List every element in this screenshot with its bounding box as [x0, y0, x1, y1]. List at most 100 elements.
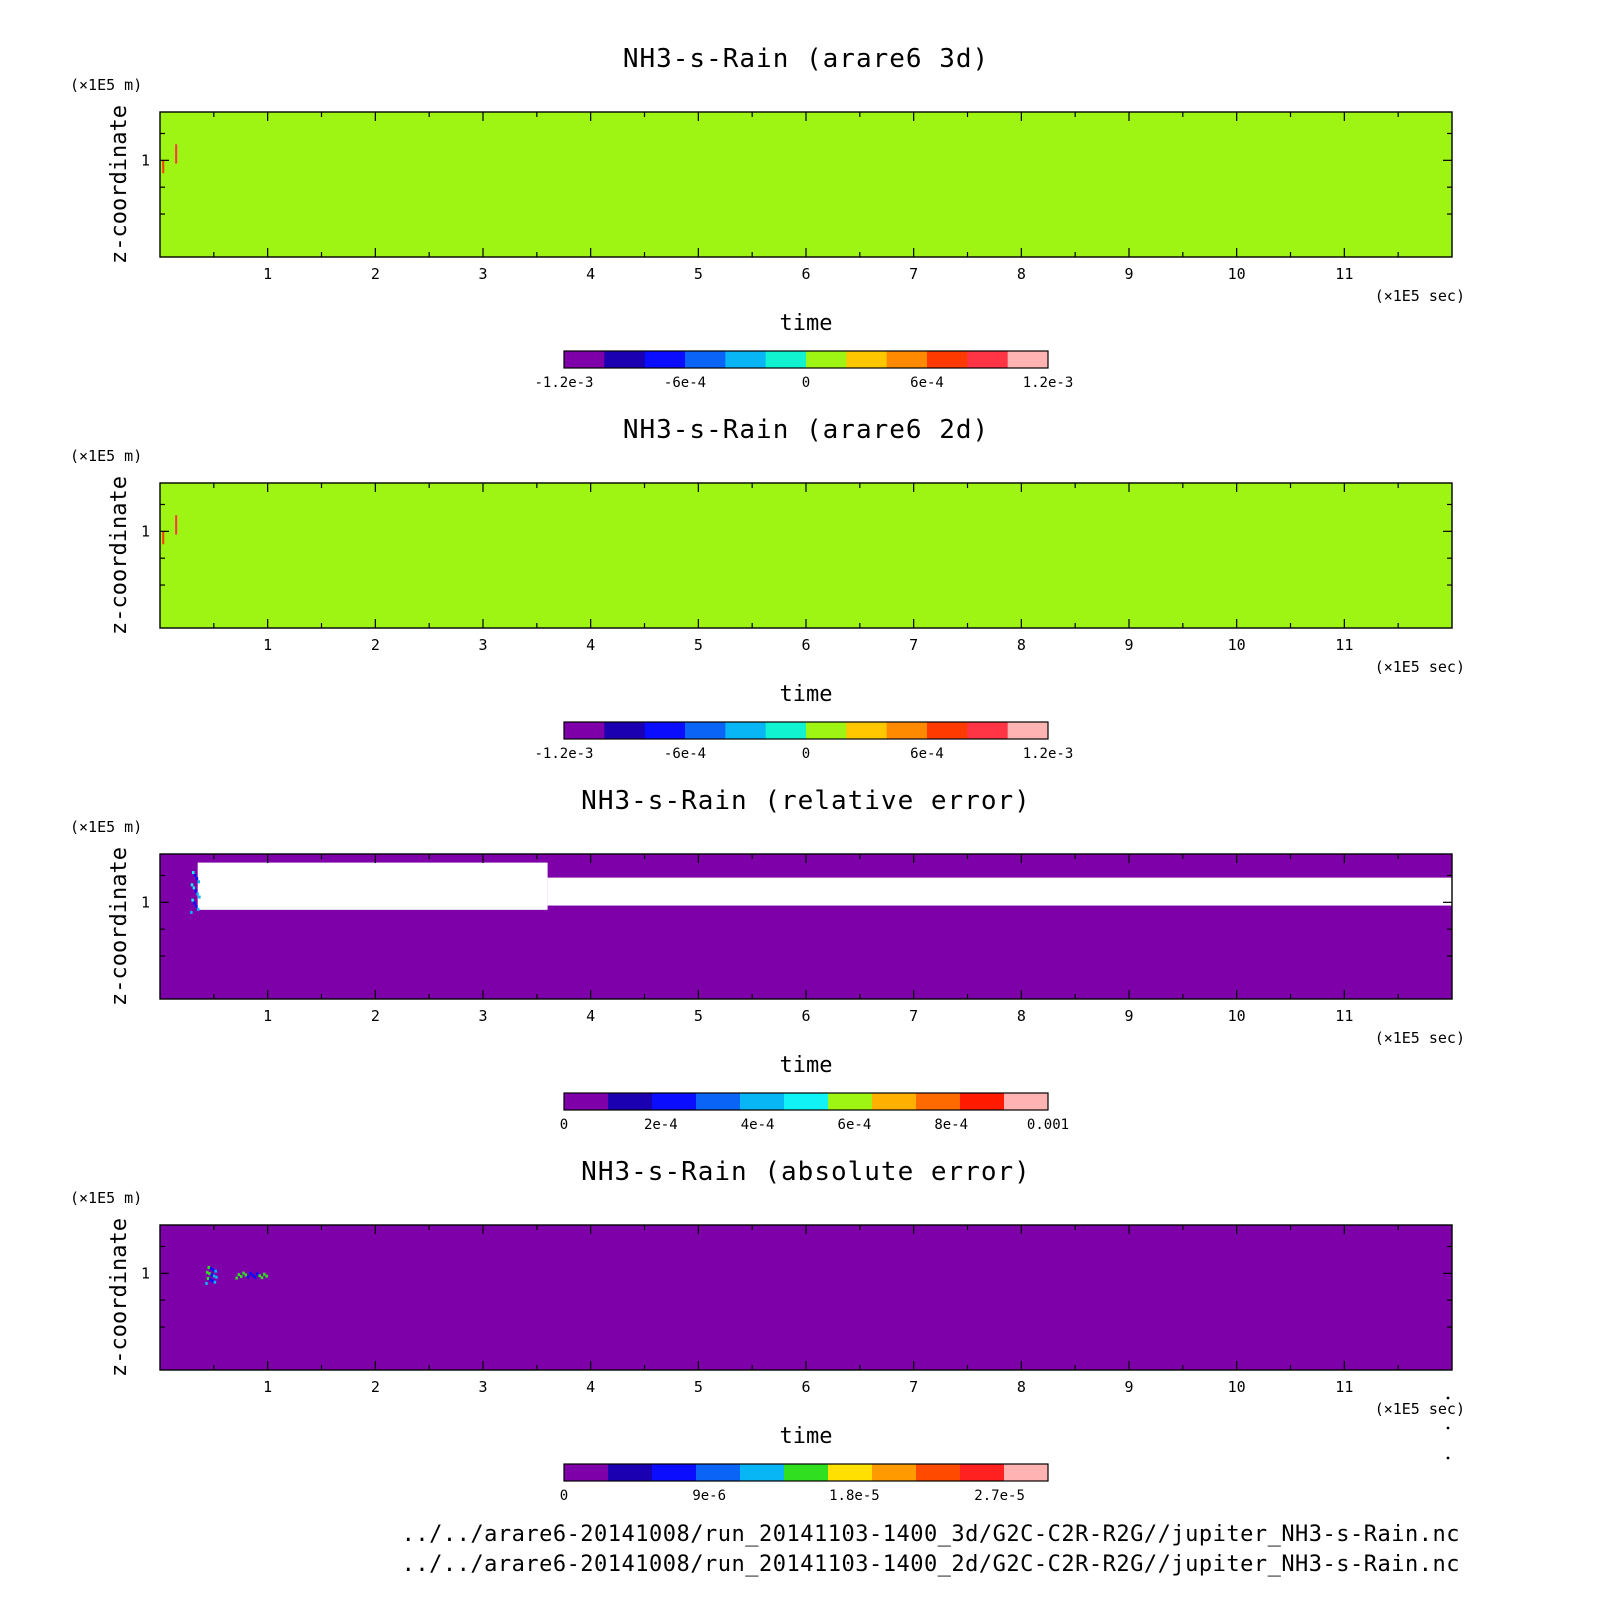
colorbar-segment	[564, 1093, 609, 1110]
x-tick-label: 9	[1124, 265, 1133, 283]
x-unit-label: (×1E5 sec)	[1375, 658, 1465, 676]
colorbar-segment	[604, 722, 646, 739]
y-tick-label: 1	[141, 1264, 150, 1282]
field-speckle	[253, 1275, 257, 1279]
x-tick-label: 3	[478, 1007, 487, 1025]
field-speckle	[239, 1275, 243, 1279]
x-tick-label: 4	[586, 1378, 595, 1396]
field-speckle	[193, 901, 196, 905]
field-speckle	[195, 904, 198, 908]
colorbar-segment	[696, 1464, 741, 1481]
x-tick-label: 8	[1017, 636, 1026, 654]
field-speckle	[197, 880, 201, 884]
colorbar-label: 1.8e-5	[829, 1488, 880, 1504]
x-tick-label: 6	[801, 265, 810, 283]
colorbar-segment	[872, 1093, 917, 1110]
colorbar-segment	[916, 1464, 961, 1481]
colorbar-label: 0	[560, 1488, 568, 1504]
field-speckle	[205, 1270, 209, 1274]
colorbar: -1.2e-3 -6e-4 0 6e-4 1.2e-3	[534, 350, 1074, 391]
field-speckle	[265, 1274, 268, 1278]
undefined-region	[547, 877, 1452, 906]
x-tick-label: 7	[909, 1378, 918, 1396]
x-tick-label: 6	[801, 636, 810, 654]
colorbar-segment	[765, 722, 807, 739]
colorbar-segment	[927, 722, 968, 739]
source-file-3d: ../../arare6-20141008/run_20141103-1400_…	[401, 1522, 1460, 1547]
colorbar-label: 1.2e-3	[1023, 746, 1074, 762]
colorbar-segment	[846, 722, 888, 739]
x-tick-label: 4	[586, 1007, 595, 1025]
chart-title: NH3-s-Rain (relative error)	[581, 786, 1031, 816]
chart-panel-3: NH3-s-Rain (relative error) (×1E5 m) 1 2 3 4 5…	[70, 786, 1465, 1133]
colorbar-segment	[564, 722, 605, 739]
stray-dot	[1446, 1456, 1450, 1460]
colorbar-label: -6e-4	[664, 375, 706, 391]
colorbar-label: 4e-4	[741, 1117, 775, 1133]
chart-panel-4: NH3-s-Rain (absolute error) (×1E5 m) 1 2 3 4 5…	[70, 1157, 1465, 1504]
colorbar-segment	[765, 351, 807, 368]
x-tick-label: 3	[478, 265, 487, 283]
field-speckle	[211, 1279, 214, 1283]
colorbar-segment	[685, 351, 726, 368]
colorbar-label: 6e-4	[910, 746, 944, 762]
field-speckle	[246, 1275, 250, 1279]
colorbar-segment	[725, 351, 767, 368]
x-tick-label: 8	[1017, 265, 1026, 283]
y-unit-label: (×1E5 m)	[70, 447, 142, 465]
field-speckle	[242, 1271, 245, 1275]
field-speckle	[191, 871, 195, 875]
source-file-2d: ../../arare6-20141008/run_20141103-1400_…	[401, 1552, 1460, 1577]
field-speckle	[209, 1278, 212, 1282]
field-speckle	[263, 1272, 266, 1276]
field-speckle	[212, 1268, 215, 1272]
colorbar-segment	[806, 722, 847, 739]
x-tick-label: 6	[801, 1378, 810, 1396]
field-speckle	[206, 1277, 210, 1281]
x-tick-label: 4	[586, 636, 595, 654]
field-speckle	[193, 874, 197, 878]
colorbar-segment	[1004, 1093, 1049, 1110]
chart-title: NH3-s-Rain (arare6 3d)	[623, 44, 989, 74]
field-speckle	[214, 1269, 217, 1273]
colorbar-segment	[828, 1464, 873, 1481]
x-tick-label: 11	[1335, 1378, 1353, 1396]
x-tick-label: 8	[1017, 1378, 1026, 1396]
colorbar: 0 2e-4 4e-4 6e-4 8e-4 0.001	[560, 1092, 1069, 1133]
colorbar-label: 2e-4	[644, 1117, 678, 1133]
field-speckle	[191, 898, 194, 902]
x-axis-title: time	[780, 1424, 833, 1449]
x-tick-label: 11	[1335, 265, 1353, 283]
x-tick-label: 9	[1124, 636, 1133, 654]
field-speckle	[190, 910, 193, 914]
x-tick-label: 1	[263, 265, 272, 283]
colorbar-segment	[740, 1093, 785, 1110]
x-tick-label: 7	[909, 265, 918, 283]
colorbar-label: 6e-4	[910, 375, 944, 391]
y-tick-label: 1	[141, 151, 150, 169]
x-tick-label: 11	[1335, 636, 1353, 654]
colorbar-label: 1.2e-3	[1023, 375, 1074, 391]
x-axis-title: time	[780, 682, 833, 707]
field-background	[160, 483, 1452, 628]
x-tick-label: 5	[694, 1007, 703, 1025]
x-tick-label: 9	[1124, 1378, 1133, 1396]
colorbar-label: 0	[802, 746, 810, 762]
field-speckle	[209, 1267, 213, 1271]
x-tick-label: 7	[909, 636, 918, 654]
x-axis-title: time	[780, 311, 833, 336]
field-speckle	[237, 1273, 241, 1277]
chart-title: NH3-s-Rain (absolute error)	[581, 1157, 1031, 1187]
colorbar-segment	[872, 1464, 917, 1481]
x-tick-label: 10	[1228, 265, 1246, 283]
colorbar-segment	[685, 722, 726, 739]
field-speckle	[196, 892, 199, 896]
y-axis-title: z-coordinate	[107, 847, 132, 1006]
field-speckle	[258, 1274, 261, 1278]
colorbar-segment	[960, 1464, 1005, 1481]
field-speckle	[215, 1275, 218, 1279]
colorbar-segment	[604, 351, 646, 368]
colorbar-frame	[563, 1463, 1049, 1482]
